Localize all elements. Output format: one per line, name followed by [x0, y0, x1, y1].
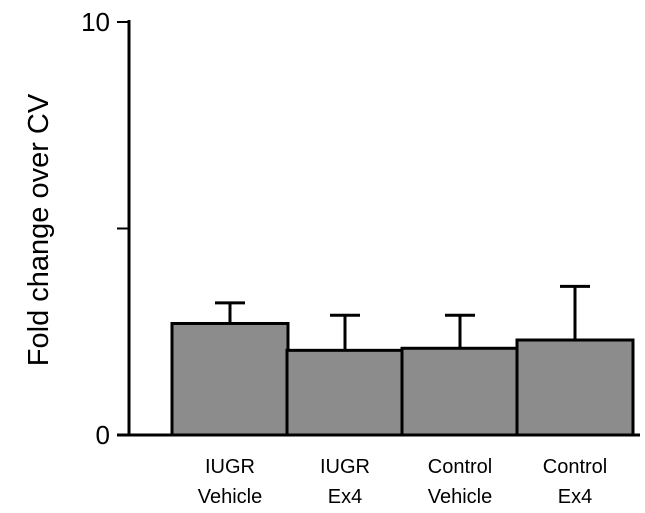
y-axis-title: Fold change over CV	[23, 93, 55, 366]
y-tick-label-0: 0	[96, 420, 110, 450]
x-tick-label-0-line-0: IUGR	[205, 456, 255, 478]
bars-layer	[170, 321, 635, 437]
x-tick-label-3-line-0: Control	[543, 456, 607, 478]
x-tick-label-0-line-1: Vehicle	[198, 486, 263, 508]
error-bars-layer	[215, 284, 590, 351]
x-tick-labels-layer: IUGR Vehicle IUGR Ex4 Control Vehicle Control E…	[198, 456, 607, 508]
y-tick-label-1: 10	[81, 7, 110, 37]
x-tick-label-1-line-0: IUGR	[320, 456, 370, 478]
y-ticks-layer: 0 10	[81, 7, 129, 450]
x-tick-label-1-line-1: Ex4	[328, 486, 362, 508]
x-tick-label-3-line-1: Ex4	[558, 486, 592, 508]
x-tick-label-2-line-1: Vehicle	[428, 486, 493, 508]
bar-1	[285, 348, 405, 437]
bar-3	[515, 338, 635, 437]
bar-2	[400, 346, 520, 437]
x-tick-label-2-line-0: Control	[428, 456, 492, 478]
bar-0	[170, 321, 290, 437]
